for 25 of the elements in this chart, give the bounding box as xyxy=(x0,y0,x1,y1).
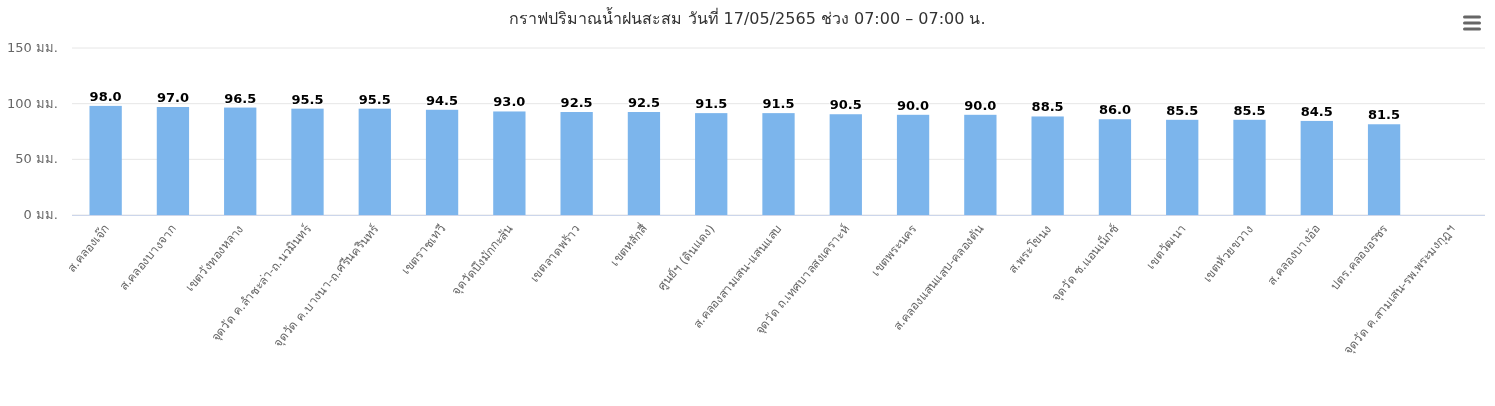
value-label: 92.5 xyxy=(560,95,593,110)
value-label: 93.0 xyxy=(493,94,526,110)
value-label: 94.5 xyxy=(426,92,459,108)
value-label: 90.0 xyxy=(897,97,930,113)
value-label: 92.5 xyxy=(627,95,660,110)
value-label: 91.5 xyxy=(762,96,795,112)
value-label: 85.5 xyxy=(1166,102,1199,118)
value-label: 90.0 xyxy=(964,97,997,113)
value-label: 88.5 xyxy=(1031,99,1064,115)
value-label: 95.5 xyxy=(358,91,391,107)
value-label: 98.0 xyxy=(89,88,122,104)
value-label: 90.5 xyxy=(829,97,862,113)
value-label: 85.5 xyxy=(1233,102,1266,118)
value-label: 96.5 xyxy=(224,90,257,106)
ytick: 100 มม. xyxy=(6,95,58,111)
ytick: 50 มม. xyxy=(15,151,58,167)
value-label: 81.5 xyxy=(1368,107,1401,123)
value-label: 86.0 xyxy=(1098,102,1131,118)
title: กราฟปริมาณน้ำฝนสะสม วันที่ 17/05/2565 ช่วง 07:00 – 07:00 น. xyxy=(509,9,986,28)
value-label: 95.5 xyxy=(291,91,324,107)
value-label: 91.5 xyxy=(695,96,728,112)
ytick: 150 มม. xyxy=(6,40,58,55)
ytick: 0 มม. xyxy=(23,207,58,222)
value-label: 84.5 xyxy=(1300,103,1333,119)
value-label: 97.0 xyxy=(156,90,189,105)
